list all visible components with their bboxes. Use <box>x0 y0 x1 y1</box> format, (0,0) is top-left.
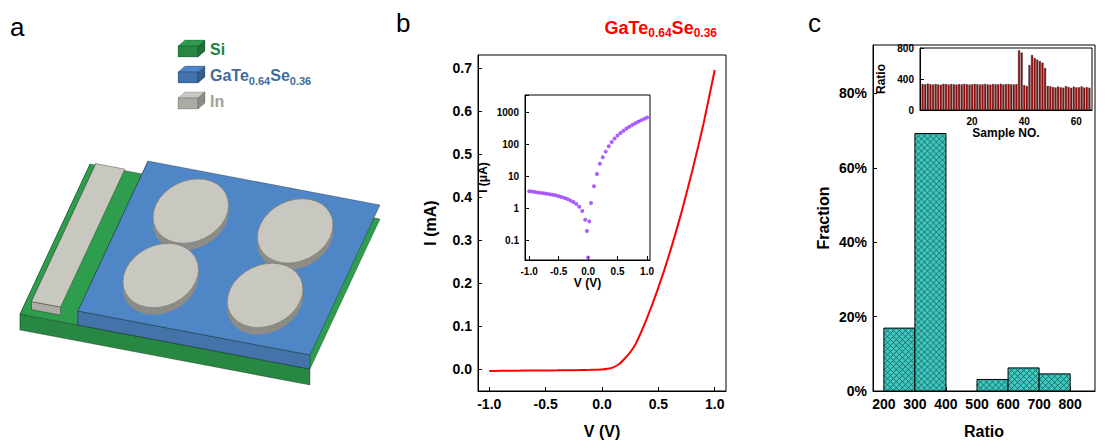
svg-text:100: 100 <box>502 139 519 150</box>
svg-text:Ratio: Ratio <box>874 64 888 94</box>
svg-text:0.3: 0.3 <box>453 232 473 248</box>
svg-text:Ratio: Ratio <box>964 423 1004 440</box>
svg-text:Fraction: Fraction <box>815 186 832 249</box>
svg-text:20: 20 <box>967 116 979 127</box>
svg-text:I (mA): I (mA) <box>422 200 439 245</box>
svg-text:1000: 1000 <box>497 107 520 118</box>
svg-text:-0.5: -0.5 <box>534 396 558 412</box>
svg-text:400: 400 <box>934 396 958 412</box>
svg-text:0.4: 0.4 <box>453 189 473 205</box>
svg-text:60: 60 <box>1071 116 1083 127</box>
svg-text:10: 10 <box>508 171 520 182</box>
svg-text:800: 800 <box>897 43 914 54</box>
svg-text:0.6: 0.6 <box>453 103 473 119</box>
svg-text:In: In <box>210 93 224 110</box>
svg-text:500: 500 <box>965 396 989 412</box>
svg-text:400: 400 <box>897 74 914 85</box>
svg-text:0.36: 0.36 <box>694 26 718 40</box>
svg-text:0.5: 0.5 <box>611 266 625 277</box>
svg-text:60%: 60% <box>839 160 868 176</box>
svg-text:0.5: 0.5 <box>649 396 669 412</box>
svg-text:200: 200 <box>872 396 896 412</box>
svg-text:Si: Si <box>210 41 225 58</box>
svg-text:600: 600 <box>996 396 1020 412</box>
svg-text:0.0: 0.0 <box>581 266 595 277</box>
svg-text:-1.0: -1.0 <box>477 396 501 412</box>
svg-text:V (V): V (V) <box>584 423 620 440</box>
svg-text:-1.0: -1.0 <box>521 266 539 277</box>
svg-text:Sample NO.: Sample NO. <box>972 126 1039 140</box>
svg-text:700: 700 <box>1027 396 1051 412</box>
svg-text:300: 300 <box>903 396 927 412</box>
svg-text:GaTe: GaTe <box>605 18 649 38</box>
svg-text:0%: 0% <box>847 383 868 399</box>
svg-text:20%: 20% <box>839 309 868 325</box>
svg-text:0.7: 0.7 <box>453 60 473 76</box>
svg-text:0.1: 0.1 <box>453 318 473 334</box>
svg-text:1.0: 1.0 <box>705 396 725 412</box>
svg-text:40%: 40% <box>839 234 868 250</box>
svg-text:0.1: 0.1 <box>505 235 519 246</box>
svg-text:b: b <box>396 8 410 38</box>
svg-text:0.2: 0.2 <box>453 275 473 291</box>
svg-text:0: 0 <box>908 105 914 116</box>
svg-text:800: 800 <box>1058 396 1082 412</box>
svg-text:Se: Se <box>672 18 694 38</box>
svg-text:I (μA): I (μA) <box>476 162 490 193</box>
svg-text:40: 40 <box>1019 116 1031 127</box>
svg-text:c: c <box>808 8 821 38</box>
svg-text:V (V): V (V) <box>574 276 601 290</box>
svg-text:1: 1 <box>513 203 519 214</box>
svg-text:0.5: 0.5 <box>453 146 473 162</box>
svg-text:1.0: 1.0 <box>640 266 654 277</box>
svg-text:80%: 80% <box>839 85 868 101</box>
svg-text:GaTe0.64Se0.36: GaTe0.64Se0.36 <box>210 67 311 87</box>
svg-text:0.64: 0.64 <box>648 26 672 40</box>
svg-text:-0.5: -0.5 <box>550 266 568 277</box>
svg-text:0.0: 0.0 <box>592 396 612 412</box>
svg-text:a: a <box>10 12 25 42</box>
svg-text:0.0: 0.0 <box>453 361 473 377</box>
